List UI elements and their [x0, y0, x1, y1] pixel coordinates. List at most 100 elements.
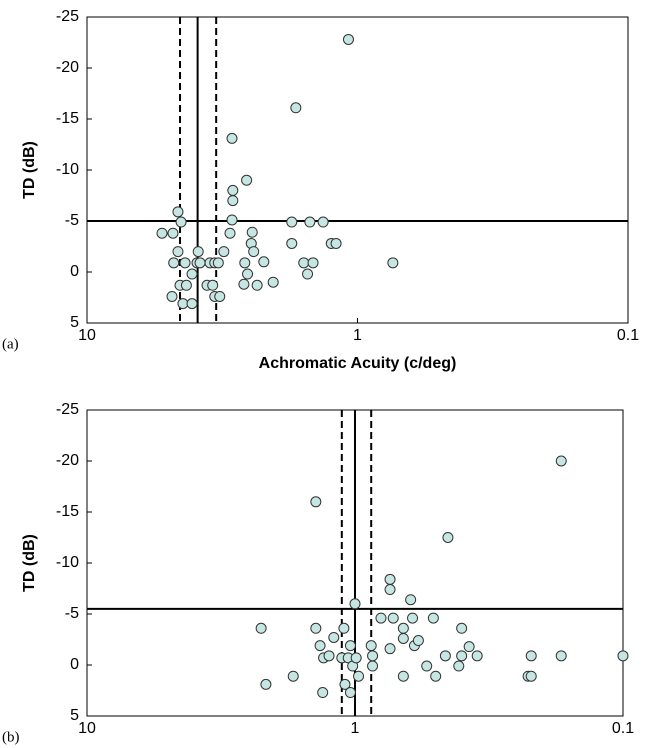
- y-tick-label: -15: [56, 110, 79, 127]
- data-point: [224, 227, 236, 239]
- data-point: [310, 622, 322, 634]
- data-point: [344, 640, 356, 652]
- data-point: [453, 660, 465, 672]
- y-tick-label: -20: [56, 452, 79, 469]
- x-tick-label: 10: [78, 327, 96, 344]
- data-point: [525, 670, 537, 682]
- data-point: [367, 660, 379, 672]
- y-tick-label: -15: [56, 503, 79, 520]
- x-tick-label: 0.1: [612, 720, 634, 737]
- data-point: [239, 257, 251, 269]
- data-point: [427, 612, 439, 624]
- data-point: [175, 216, 187, 228]
- data-point: [156, 227, 168, 239]
- data-point: [617, 650, 629, 662]
- data-point: [350, 652, 362, 664]
- data-point: [365, 640, 377, 652]
- data-point: [317, 216, 329, 228]
- plot-frame: [86, 16, 629, 324]
- data-point: [439, 650, 451, 662]
- data-point: [384, 584, 396, 596]
- panel-label: (b): [2, 729, 20, 745]
- data-point: [375, 612, 387, 624]
- y-tick-label: -10: [56, 554, 79, 571]
- data-point: [338, 622, 350, 634]
- data-point: [212, 257, 224, 269]
- data-point: [310, 496, 322, 508]
- data-point: [194, 257, 206, 269]
- data-point: [442, 532, 454, 543]
- data-point: [255, 622, 267, 634]
- data-point: [525, 650, 537, 662]
- data-point: [339, 678, 351, 690]
- data-point: [323, 650, 335, 662]
- data-point: [317, 687, 329, 699]
- data-point: [258, 256, 270, 268]
- data-point: [168, 257, 180, 269]
- y-tick-label: -5: [65, 212, 79, 229]
- data-point: [397, 670, 409, 682]
- data-point: [286, 216, 298, 228]
- data-point: [172, 246, 184, 258]
- data-point: [330, 237, 342, 249]
- x-tick-label: 1: [353, 327, 362, 344]
- data-point: [227, 195, 239, 207]
- data-point: [342, 33, 354, 45]
- data-point: [207, 279, 219, 291]
- data-point: [353, 670, 365, 682]
- y-tick-label: -25: [56, 401, 79, 418]
- data-point: [328, 631, 340, 643]
- data-point: [421, 660, 433, 672]
- x-axis-label: Achromatic Acuity (c/deg): [259, 355, 457, 372]
- y-tick-label: -25: [56, 8, 79, 25]
- data-point: [251, 279, 263, 291]
- data-point: [186, 298, 198, 310]
- data-point: [218, 246, 230, 258]
- data-point: [186, 268, 198, 280]
- data-point: [177, 298, 189, 310]
- data-point: [179, 257, 191, 269]
- data-point: [430, 670, 442, 682]
- data-point: [349, 598, 361, 610]
- data-point: [226, 132, 238, 144]
- data-point: [384, 573, 396, 585]
- y-axis-label: TD (dB): [21, 534, 38, 592]
- data-point: [456, 650, 468, 662]
- data-point: [302, 268, 314, 280]
- data-point: [286, 237, 298, 249]
- data-point: [387, 257, 399, 269]
- data-point: [471, 650, 483, 662]
- data-point: [412, 635, 424, 647]
- data-point: [242, 268, 254, 280]
- data-point: [555, 650, 567, 662]
- y-tick-label: -5: [65, 605, 79, 622]
- data-point: [384, 643, 396, 655]
- data-point: [456, 622, 468, 634]
- data-point: [307, 257, 319, 269]
- data-point: [167, 227, 179, 239]
- data-point: [387, 612, 399, 624]
- data-point: [241, 174, 253, 186]
- data-point: [287, 670, 299, 682]
- data-point: [344, 687, 356, 699]
- data-point: [290, 102, 302, 114]
- panel-label: (a): [2, 336, 19, 352]
- data-point: [214, 290, 226, 302]
- y-tick-label: 5: [70, 707, 79, 724]
- y-tick-label: -10: [56, 161, 79, 178]
- data-point: [314, 640, 326, 652]
- data-point: [166, 290, 178, 302]
- data-point: [304, 216, 316, 228]
- data-point: [238, 278, 250, 290]
- data-point: [298, 257, 310, 269]
- data-point: [192, 246, 204, 258]
- data-point: [227, 184, 239, 196]
- data-point: [367, 650, 379, 662]
- data-point: [407, 612, 419, 624]
- data-point: [463, 641, 475, 653]
- data-point: [397, 622, 409, 634]
- y-tick-label: 5: [70, 314, 79, 331]
- data-point: [226, 214, 238, 226]
